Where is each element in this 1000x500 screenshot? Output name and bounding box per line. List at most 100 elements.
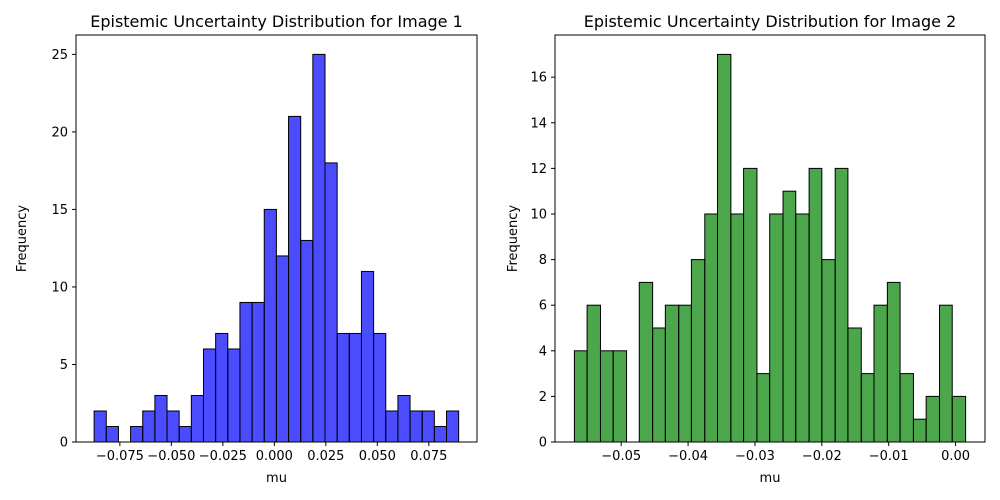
histogram-bar: [93, 410, 107, 443]
y-tick-label: 2: [539, 390, 547, 405]
x-tick-label: −0.050: [147, 449, 195, 464]
x-tick-label: 0.000: [256, 449, 293, 464]
histogram-bar: [178, 425, 192, 443]
histogram-bar: [275, 255, 290, 443]
x-tick-label: −0.04: [668, 449, 708, 464]
y-axis-ticks: 0 2 4 6 8 10 12 14 16: [530, 71, 555, 451]
histogram-bar: [652, 327, 666, 443]
y-tick-label: 10: [51, 280, 68, 295]
histogram-bar: [433, 425, 448, 443]
y-tick-label: 12: [530, 162, 547, 177]
y-tick-label: 4: [539, 344, 547, 359]
histogram-bar: [154, 394, 168, 443]
bars-group: [93, 53, 460, 443]
histogram-bar: [730, 213, 745, 443]
histogram-bar: [227, 348, 241, 443]
histogram-bar: [769, 213, 784, 443]
histogram-bar: [421, 410, 435, 443]
histogram-bar: [251, 301, 265, 443]
y-tick-label: 14: [530, 116, 547, 131]
x-tick-label: 0.050: [359, 449, 396, 464]
histogram-bar: [586, 304, 601, 443]
histogram-bar: [573, 350, 588, 443]
histogram-bar: [886, 281, 901, 443]
histogram-bar: [446, 410, 460, 443]
histogram-bar: [300, 239, 314, 443]
plot-frame: [554, 34, 986, 443]
y-tick-label: 15: [51, 203, 68, 218]
y-tick-label: 8: [539, 253, 547, 268]
x-tick-label: 0.075: [410, 449, 447, 464]
x-axis-ticks: −0.075 −0.050 −0.025 0.000 0.025 0.050 0.075: [96, 442, 447, 464]
chart-title: Epistemic Uncertainty Distribution for I…: [90, 12, 463, 31]
histogram-bar: [912, 418, 927, 443]
histogram-bar: [808, 167, 823, 443]
histogram-bar: [939, 304, 953, 443]
histogram-bar: [638, 281, 654, 443]
histogram-bar: [348, 332, 362, 443]
histogram-bar: [360, 270, 375, 443]
histogram-bar: [385, 410, 399, 443]
histogram-bar: [336, 332, 350, 443]
y-tick-label: 20: [51, 125, 68, 140]
x-tick-label: −0.05: [601, 449, 641, 464]
histogram-bar: [130, 425, 144, 443]
y-tick-label: 10: [530, 207, 547, 222]
y-axis-ticks: 0 5 10 15 20 25: [51, 48, 76, 451]
chart-title: Epistemic Uncertainty Distribution for I…: [584, 12, 957, 31]
x-axis-ticks: −0.05 −0.04 −0.03 −0.02 −0.01 0.00: [601, 442, 970, 464]
y-tick-label: 6: [539, 299, 547, 314]
histogram-bar: [782, 190, 797, 443]
y-tick-label: 0: [60, 436, 68, 451]
histogram-bar: [678, 304, 692, 443]
x-tick-label: −0.01: [869, 449, 909, 464]
histogram-bar: [821, 259, 836, 443]
histogram-bar: [599, 350, 614, 443]
x-tick-label: −0.02: [802, 449, 842, 464]
x-tick-label: 0.00: [941, 449, 970, 464]
histogram-bar: [951, 395, 967, 443]
histogram-bar: [142, 410, 156, 443]
histogram-bar: [873, 304, 888, 443]
x-axis-label: mu: [266, 471, 287, 486]
x-tick-label: 0.025: [307, 449, 344, 464]
histogram-bar: [925, 395, 941, 443]
histogram-bar: [105, 425, 119, 443]
histogram-bar: [373, 332, 387, 443]
histogram-bar: [202, 348, 217, 443]
y-tick-label: 5: [60, 358, 68, 373]
plot-frame: [75, 34, 478, 443]
histogram-bar: [756, 373, 771, 443]
histogram-bar: [190, 394, 204, 443]
histogram-bar: [690, 259, 706, 443]
histogram-panel-image-2: −0.05 −0.04 −0.03 −0.02 −0.01 0.00 0 2 4 6 8 10 12 1…: [506, 12, 986, 486]
histogram-bar: [795, 213, 810, 443]
x-tick-label: −0.025: [199, 449, 247, 464]
histogram-bar: [397, 394, 411, 443]
bars-group: [573, 53, 967, 443]
histogram-bar: [834, 167, 849, 443]
histogram-bar: [215, 332, 229, 443]
histogram-bar: [324, 162, 338, 443]
x-axis-label: mu: [760, 471, 781, 486]
x-tick-label: −0.075: [96, 449, 144, 464]
histogram-bar: [312, 53, 326, 443]
histogram-bar: [239, 301, 253, 443]
histogram-bar: [664, 304, 680, 443]
histogram-bar: [704, 213, 719, 443]
y-tick-label: 0: [539, 436, 547, 451]
histogram-panel-image-1: −0.075 −0.050 −0.025 0.000 0.025 0.050 0.075 0…: [15, 12, 478, 486]
x-tick-label: −0.03: [735, 449, 775, 464]
histogram-bar: [743, 167, 758, 443]
y-axis-label: Frequency: [506, 205, 521, 272]
histogram-bar: [899, 373, 914, 443]
histogram-bar: [288, 115, 302, 443]
histogram-bar: [847, 327, 862, 443]
histogram-bar: [166, 410, 180, 443]
histogram-bar: [860, 373, 875, 443]
y-tick-label: 16: [530, 71, 547, 86]
y-axis-label: Frequency: [15, 205, 30, 272]
histogram-bar: [409, 410, 423, 443]
histogram-bar: [717, 53, 732, 443]
